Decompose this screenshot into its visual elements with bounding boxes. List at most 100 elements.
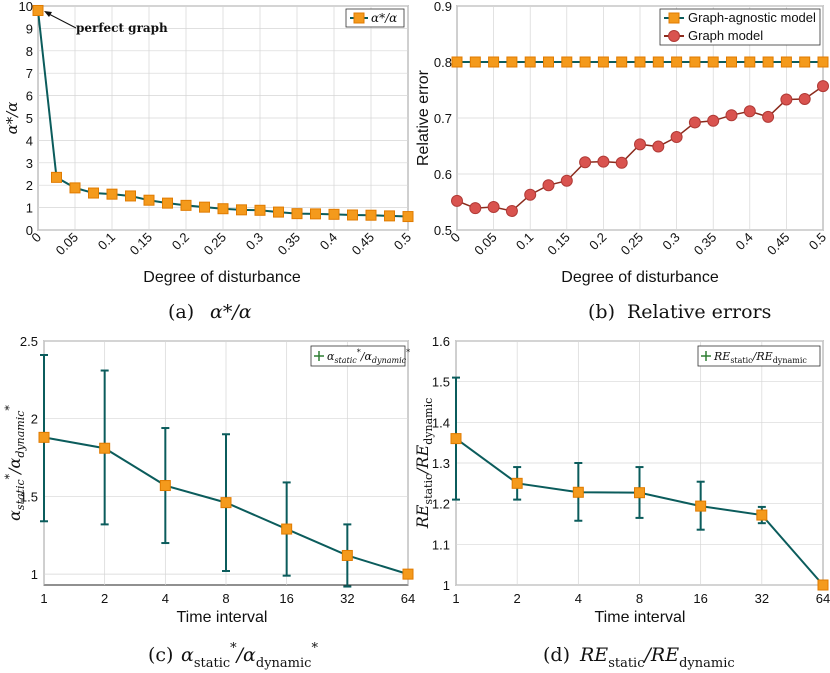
y-tick-label: 4	[26, 133, 33, 148]
x-tick-label: 0.2	[169, 230, 192, 253]
data-point	[487, 201, 500, 214]
legend-a: α*/α	[345, 8, 405, 28]
data-point	[180, 199, 192, 211]
x-ticks-c: 1 2 4 8 16 32 64	[40, 591, 415, 606]
legend-box-d	[697, 345, 821, 367]
data-point	[726, 56, 737, 68]
series-d	[450, 376, 829, 591]
x-tick-label: 0.2	[586, 230, 609, 253]
data-point	[384, 210, 395, 222]
y-ticks-c: 1 1.5 2 2.5	[20, 334, 38, 582]
data-point	[798, 92, 811, 105]
data-point	[159, 480, 171, 492]
x-tick-label: 8	[222, 591, 229, 606]
data-point	[88, 187, 99, 199]
data-point	[542, 179, 555, 192]
x-tick-label: 0.35	[275, 230, 304, 259]
x-tick-label: 0.25	[201, 230, 230, 259]
x-axis-label-b: Degree of disturbance	[561, 269, 719, 286]
arrow-head-icon	[44, 11, 52, 17]
data-point	[817, 579, 829, 591]
data-point	[69, 182, 81, 194]
x-tick-label: 4	[575, 591, 582, 606]
data-point	[780, 56, 792, 68]
legend-c: αstatic*/αdynamic*	[310, 345, 410, 367]
x-tick-label: 0	[447, 230, 463, 246]
gridlines-d	[455, 340, 824, 586]
legend-d: REstatic/REdynamic	[697, 345, 821, 367]
legend-label-a: α*/α	[371, 11, 397, 25]
data-point	[634, 138, 646, 151]
data-point	[328, 208, 340, 220]
y-tick-label: 1	[26, 201, 33, 216]
annotation-text: perfect graph	[76, 21, 168, 35]
y-tick-label: 10	[19, 0, 33, 14]
y-tick-label: 3	[26, 156, 33, 171]
legend-b: Graph-agnostic model Graph model	[659, 8, 821, 46]
data-point	[402, 568, 414, 580]
data-point	[220, 497, 232, 509]
x-tick-label: 0.4	[733, 230, 756, 253]
data-point	[762, 56, 774, 68]
x-tick-label: 0.5	[806, 230, 829, 253]
x-tick-label: 0.35	[691, 230, 720, 259]
data-point	[799, 56, 811, 68]
y-tick-label: 2	[26, 178, 33, 193]
x-tick-label: 0.45	[349, 230, 378, 259]
caption-a-math: α*/α	[210, 301, 252, 323]
y-tick-label: 0	[26, 223, 33, 238]
data-point	[365, 209, 377, 221]
y-tick-label: 0.5	[434, 223, 452, 238]
y-tick-label: 1.4	[432, 415, 450, 430]
data-point	[634, 487, 645, 499]
x-tick-label: 0.05	[471, 230, 500, 259]
data-point	[780, 93, 793, 106]
data-point	[106, 188, 118, 200]
y-ticks-b: 0.5 0.6 0.7 0.8 0.9	[434, 0, 452, 238]
x-tick-label: 1	[452, 591, 459, 606]
y-tick-label: 2.5	[20, 334, 38, 349]
data-point	[506, 56, 518, 68]
series-a	[32, 4, 414, 223]
data-point	[281, 523, 293, 535]
x-ticks-d: 1 2 4 8 16 32 64	[452, 591, 830, 606]
y-tick-label: 0.8	[434, 55, 452, 70]
x-tick-label: 64	[401, 591, 415, 606]
x-tick-label: 4	[162, 591, 169, 606]
data-point	[469, 56, 481, 68]
x-tick-label: 0.1	[95, 230, 118, 253]
data-point	[634, 56, 646, 68]
data-point	[488, 56, 500, 68]
data-point	[652, 140, 665, 153]
data-point	[652, 56, 664, 68]
data-point	[670, 131, 683, 144]
data-point	[579, 156, 592, 169]
y-tick-label: 1	[443, 578, 450, 593]
data-point	[125, 190, 136, 202]
x-tick-label: 0.1	[513, 230, 536, 253]
data-point	[756, 509, 768, 521]
x-ticks-b: 0 0.05 0.1 0.15 0.2 0.25 0.3 0.35 0.4 0.45 0.5	[447, 230, 829, 259]
data-point	[341, 549, 353, 561]
x-axis-label-d: Time interval	[595, 609, 686, 626]
legend-box-b	[659, 8, 821, 46]
y-tick-label: 6	[26, 89, 33, 104]
data-point	[236, 204, 247, 216]
data-point	[615, 156, 628, 169]
y-tick-label: 2	[31, 412, 38, 427]
data-point	[817, 56, 829, 68]
y-tick-label: 0.6	[434, 167, 452, 182]
y-tick-label: 7	[26, 66, 33, 81]
data-point	[743, 105, 756, 118]
data-point	[725, 109, 738, 122]
data-point	[572, 486, 584, 498]
y-tick-label: 1.6	[432, 334, 450, 349]
x-tick-label: 0.45	[764, 230, 793, 259]
data-point	[524, 188, 537, 201]
data-point	[32, 4, 44, 16]
y-axis-label-d: REstatic/REdynamic	[413, 398, 435, 530]
y-tick-label: 1.5	[20, 489, 38, 504]
data-point	[273, 206, 284, 218]
y-tick-label: 5	[26, 111, 33, 126]
